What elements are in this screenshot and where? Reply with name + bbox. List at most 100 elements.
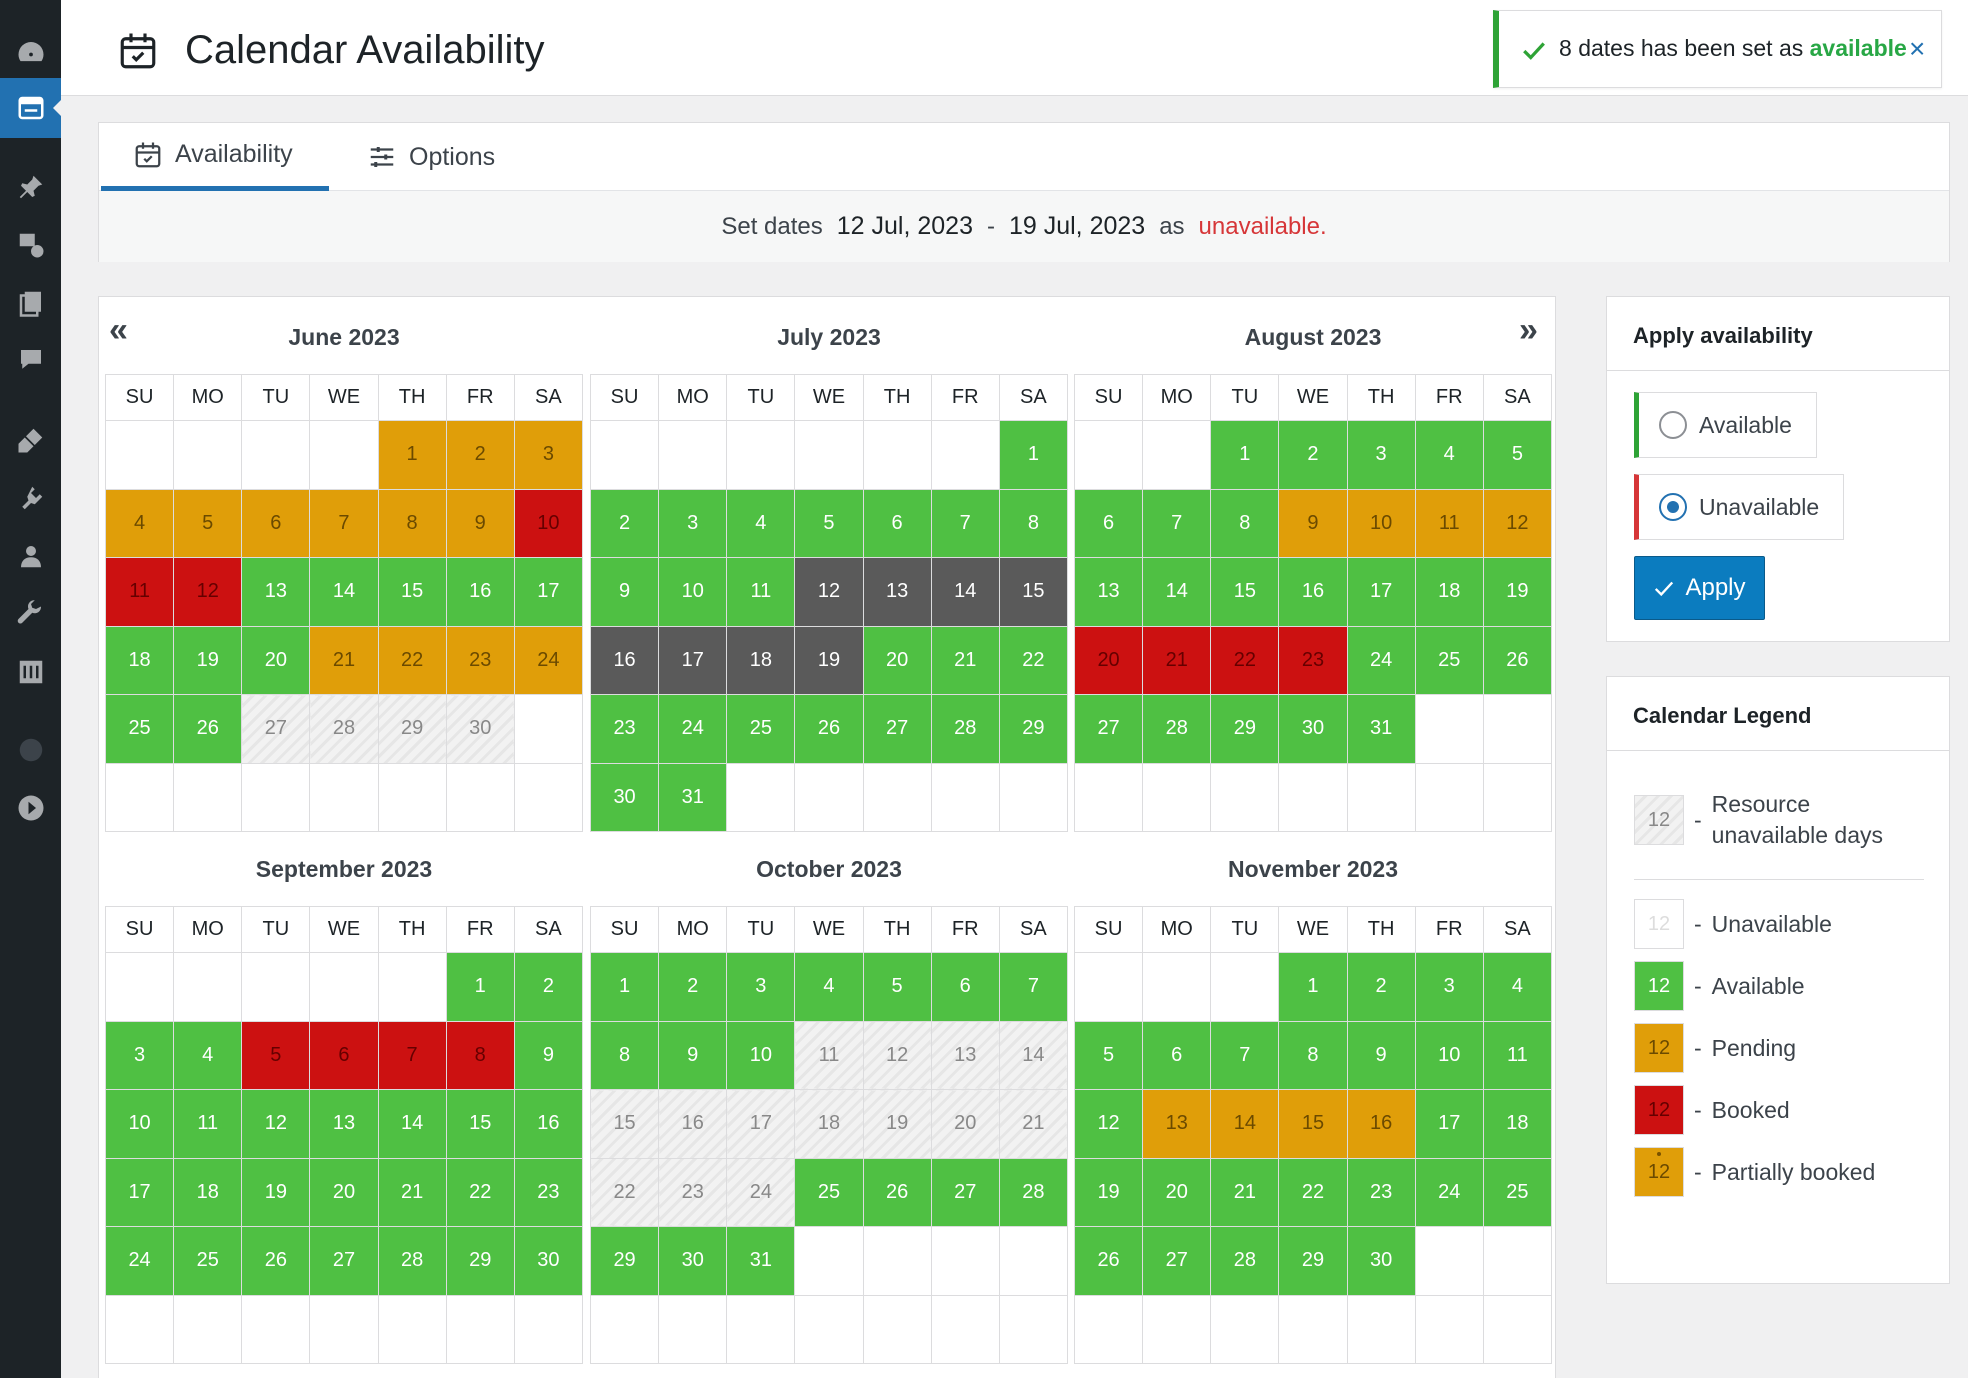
calendar-day-cell[interactable]: 5 (1482, 420, 1553, 490)
calendar-day-cell[interactable]: 20 (930, 1089, 1000, 1159)
calendar-day-cell[interactable]: 4 (726, 488, 796, 558)
calendar-day-cell[interactable]: 7 (377, 1020, 447, 1090)
calendar-day-cell[interactable]: 11 (1414, 488, 1484, 558)
calendar-day-cell[interactable]: 9 (1346, 1020, 1416, 1090)
calendar-day-cell[interactable]: 15 (1278, 1089, 1348, 1159)
calendar-day-cell[interactable]: 6 (862, 488, 932, 558)
calendar-day-cell[interactable]: 14 (930, 557, 1000, 627)
collapse-menu-icon[interactable] (0, 778, 61, 838)
calendar-day-cell[interactable]: 29 (445, 1226, 515, 1296)
calendar-day-cell[interactable]: 8 (589, 1020, 660, 1090)
calendar-day-cell[interactable]: 24 (513, 625, 584, 695)
calendar-day-cell[interactable]: 27 (1142, 1226, 1212, 1296)
calendar-day-cell[interactable]: 22 (589, 1157, 660, 1227)
calendar-day-cell[interactable]: 13 (862, 557, 932, 627)
calendar-day-cell[interactable]: 6 (241, 488, 311, 558)
appearance-icon[interactable] (0, 410, 61, 470)
calendar-day-cell[interactable]: 27 (309, 1226, 379, 1296)
calendar-day-cell[interactable]: 29 (1278, 1226, 1348, 1296)
tab-availability[interactable]: Availability (101, 123, 329, 191)
calendar-day-cell[interactable]: 24 (658, 694, 728, 764)
calendar-day-cell[interactable]: 27 (862, 694, 932, 764)
calendar-day-cell[interactable]: 17 (658, 625, 728, 695)
calendar-day-cell[interactable]: 7 (930, 488, 1000, 558)
calendar-day-cell[interactable]: 19 (794, 625, 864, 695)
calendar-day-cell[interactable]: 22 (445, 1157, 515, 1227)
calendar-day-cell[interactable]: 31 (658, 762, 728, 832)
calendar-day-cell[interactable]: 18 (794, 1089, 864, 1159)
calendar-day-cell[interactable]: 15 (998, 557, 1069, 627)
calendar-day-cell[interactable]: 24 (726, 1157, 796, 1227)
calendar-day-cell[interactable]: 12 (794, 557, 864, 627)
calendar-day-cell[interactable]: 5 (794, 488, 864, 558)
calendar-day-cell[interactable]: 3 (658, 488, 728, 558)
calendar-day-cell[interactable]: 26 (241, 1226, 311, 1296)
calendar-day-cell[interactable]: 25 (104, 694, 175, 764)
calendar-day-cell[interactable]: 24 (1414, 1157, 1484, 1227)
calendar-day-cell[interactable]: 4 (794, 952, 864, 1022)
calendar-day-cell[interactable]: 1 (1210, 420, 1280, 490)
calendar-day-cell[interactable]: 16 (1346, 1089, 1416, 1159)
available-radio-dot[interactable] (1659, 411, 1687, 439)
calendar-day-cell[interactable]: 13 (309, 1089, 379, 1159)
calendar-day-cell[interactable]: 2 (1346, 952, 1416, 1022)
calendar-day-cell[interactable]: 13 (1073, 557, 1144, 627)
prev-month-button[interactable]: « (109, 311, 128, 349)
dashboard-icon[interactable] (0, 22, 61, 82)
calendar-day-cell[interactable]: 8 (1278, 1020, 1348, 1090)
calendar-day-cell[interactable]: 3 (513, 420, 584, 490)
calendar-day-cell[interactable]: 13 (241, 557, 311, 627)
calendar-day-cell[interactable]: 28 (930, 694, 1000, 764)
calendar-day-cell[interactable]: 2 (658, 952, 728, 1022)
calendar-day-cell[interactable]: 23 (1346, 1157, 1416, 1227)
calendar-day-cell[interactable]: 21 (998, 1089, 1069, 1159)
calendar-day-cell[interactable]: 20 (862, 625, 932, 695)
calendar-day-cell[interactable]: 10 (1346, 488, 1416, 558)
calendar-day-cell[interactable]: 17 (1414, 1089, 1484, 1159)
calendar-day-cell[interactable]: 6 (309, 1020, 379, 1090)
media-icon[interactable] (0, 215, 61, 275)
calendar-day-cell[interactable]: 17 (513, 557, 584, 627)
calendar-day-cell[interactable]: 26 (1482, 625, 1553, 695)
calendar-day-cell[interactable]: 24 (1346, 625, 1416, 695)
tools-icon[interactable] (0, 584, 61, 644)
calendar-day-cell[interactable]: 17 (726, 1089, 796, 1159)
calendar-day-cell[interactable]: 5 (1073, 1020, 1144, 1090)
calendar-day-cell[interactable]: 9 (1278, 488, 1348, 558)
calendar-day-cell[interactable]: 1 (377, 420, 447, 490)
calendar-day-cell[interactable]: 20 (1073, 625, 1144, 695)
calendar-day-cell[interactable]: 21 (1142, 625, 1212, 695)
calendar-day-cell[interactable]: 16 (589, 625, 660, 695)
calendar-day-cell[interactable]: 12 (1482, 488, 1553, 558)
calendar-day-cell[interactable]: 17 (104, 1157, 175, 1227)
pages-icon[interactable] (0, 273, 61, 333)
calendar-day-cell[interactable]: 7 (1142, 488, 1212, 558)
calendar-day-cell[interactable]: 28 (1142, 694, 1212, 764)
calendar-day-cell[interactable]: 28 (998, 1157, 1069, 1227)
calendar-day-cell[interactable]: 20 (1142, 1157, 1212, 1227)
calendar-day-cell[interactable]: 1 (1278, 952, 1348, 1022)
calendar-menu-icon[interactable] (0, 78, 61, 138)
calendar-day-cell[interactable]: 13 (930, 1020, 1000, 1090)
calendar-day-cell[interactable]: 27 (241, 694, 311, 764)
next-month-button[interactable]: » (1519, 311, 1538, 349)
calendar-day-cell[interactable]: 1 (589, 952, 660, 1022)
calendar-day-cell[interactable]: 22 (1210, 625, 1280, 695)
calendar-day-cell[interactable]: 23 (589, 694, 660, 764)
calendar-day-cell[interactable]: 27 (1073, 694, 1144, 764)
calendar-day-cell[interactable]: 9 (658, 1020, 728, 1090)
calendar-day-cell[interactable]: 25 (726, 694, 796, 764)
calendar-day-cell[interactable]: 12 (862, 1020, 932, 1090)
calendar-day-cell[interactable]: 19 (1073, 1157, 1144, 1227)
calendar-day-cell[interactable]: 31 (1346, 694, 1416, 764)
calendar-day-cell[interactable]: 16 (1278, 557, 1348, 627)
calendar-day-cell[interactable]: 14 (998, 1020, 1069, 1090)
calendar-day-cell[interactable]: 30 (513, 1226, 584, 1296)
calendar-day-cell[interactable]: 31 (726, 1226, 796, 1296)
calendar-day-cell[interactable]: 8 (998, 488, 1069, 558)
calendar-day-cell[interactable]: 19 (173, 625, 243, 695)
calendar-day-cell[interactable]: 24 (104, 1226, 175, 1296)
calendar-day-cell[interactable]: 14 (377, 1089, 447, 1159)
calendar-day-cell[interactable]: 26 (173, 694, 243, 764)
calendar-day-cell[interactable]: 8 (445, 1020, 515, 1090)
